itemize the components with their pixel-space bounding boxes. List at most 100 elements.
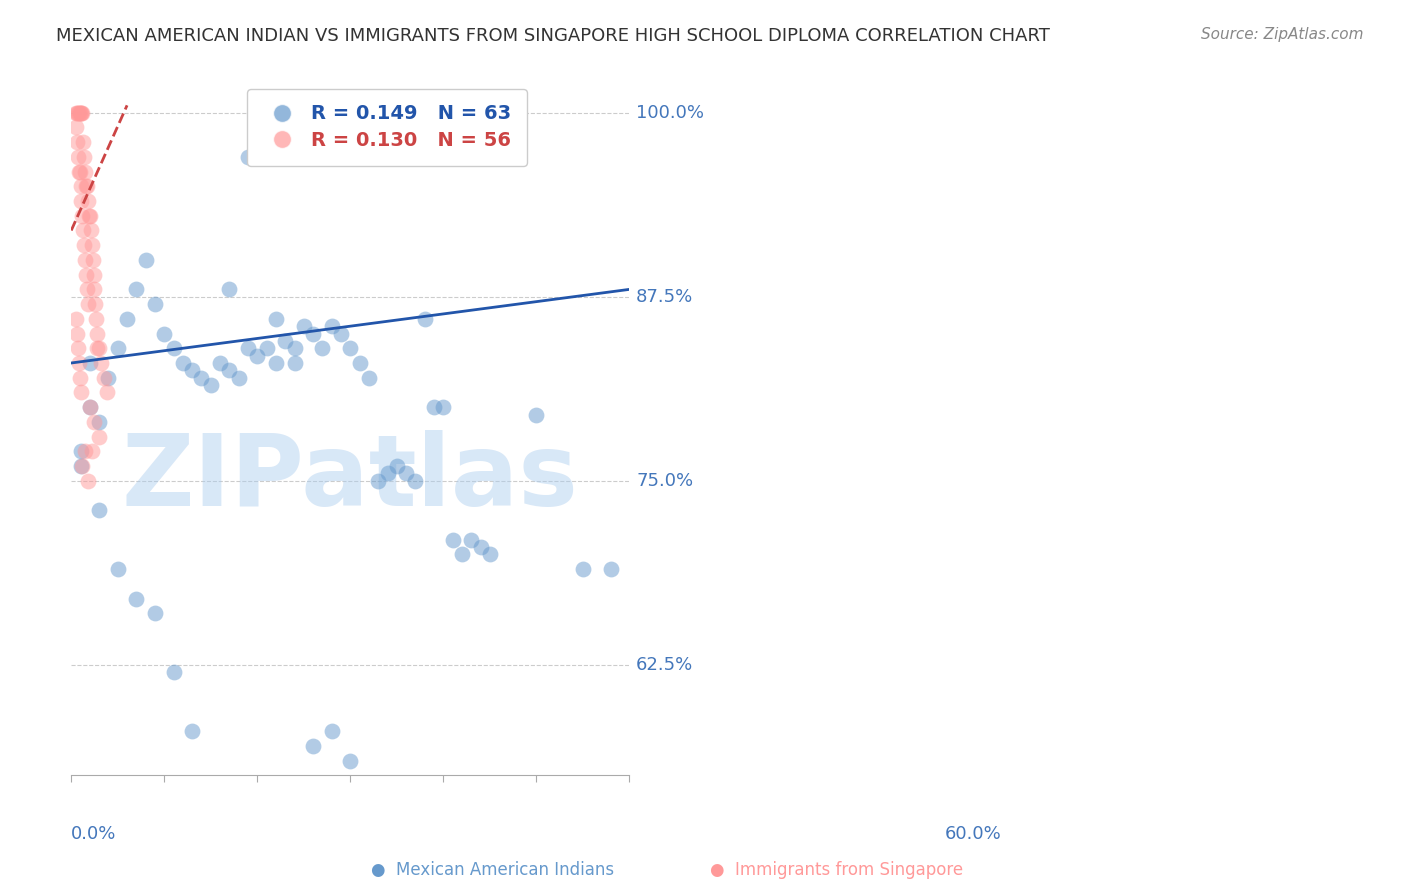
Point bbox=[125, 282, 148, 296]
Point bbox=[66, 150, 89, 164]
Point bbox=[75, 164, 97, 178]
Point bbox=[75, 268, 97, 282]
Point bbox=[190, 370, 212, 384]
Point bbox=[470, 540, 492, 554]
Point bbox=[83, 268, 105, 282]
Point bbox=[404, 474, 426, 488]
Text: 100.0%: 100.0% bbox=[636, 103, 704, 121]
Point bbox=[76, 282, 98, 296]
Legend: R = 0.149   N = 63, R = 0.130   N = 56: R = 0.149 N = 63, R = 0.130 N = 56 bbox=[246, 89, 526, 166]
Point bbox=[96, 385, 118, 400]
Point bbox=[349, 356, 371, 370]
Text: 75.0%: 75.0% bbox=[636, 472, 693, 490]
Point bbox=[367, 474, 389, 488]
Point bbox=[339, 754, 361, 768]
Point bbox=[90, 356, 112, 370]
Point bbox=[73, 150, 96, 164]
Point bbox=[66, 135, 89, 149]
Point bbox=[143, 607, 166, 621]
Point bbox=[115, 311, 138, 326]
Point bbox=[89, 341, 111, 355]
Point bbox=[86, 326, 108, 341]
Point bbox=[357, 370, 380, 384]
Point bbox=[75, 179, 97, 194]
Point bbox=[283, 341, 305, 355]
Point bbox=[69, 179, 91, 194]
Point bbox=[524, 408, 547, 422]
Point bbox=[236, 150, 259, 164]
Point bbox=[79, 400, 101, 414]
Point bbox=[460, 533, 482, 547]
Point bbox=[246, 349, 269, 363]
Point bbox=[172, 356, 194, 370]
Point bbox=[79, 400, 101, 414]
Point bbox=[283, 356, 305, 370]
Point bbox=[67, 105, 90, 120]
Point bbox=[339, 341, 361, 355]
Point bbox=[83, 415, 105, 429]
Point bbox=[228, 370, 250, 384]
Point bbox=[200, 378, 222, 392]
Point bbox=[377, 467, 399, 481]
Point bbox=[181, 724, 204, 739]
Point bbox=[82, 252, 104, 267]
Point bbox=[143, 297, 166, 311]
Point bbox=[80, 223, 103, 237]
Point bbox=[69, 164, 91, 178]
Point bbox=[311, 341, 333, 355]
Point bbox=[69, 385, 91, 400]
Point bbox=[572, 562, 595, 576]
Point bbox=[72, 105, 94, 120]
Point bbox=[385, 458, 408, 473]
Point bbox=[77, 474, 100, 488]
Point bbox=[93, 370, 115, 384]
Text: 62.5%: 62.5% bbox=[636, 656, 693, 673]
Point bbox=[67, 164, 90, 178]
Point bbox=[321, 724, 343, 739]
Point bbox=[79, 209, 101, 223]
Point bbox=[274, 334, 297, 348]
Point bbox=[264, 356, 287, 370]
Point bbox=[72, 458, 94, 473]
Point bbox=[218, 282, 240, 296]
Point bbox=[66, 341, 89, 355]
Point bbox=[423, 400, 446, 414]
Point bbox=[209, 356, 232, 370]
Point bbox=[72, 223, 94, 237]
Point bbox=[76, 179, 98, 194]
Text: ●  Immigrants from Singapore: ● Immigrants from Singapore bbox=[710, 861, 963, 879]
Point bbox=[302, 739, 325, 753]
Text: 0.0%: 0.0% bbox=[72, 825, 117, 843]
Point bbox=[432, 400, 454, 414]
Text: ●  Mexican American Indians: ● Mexican American Indians bbox=[371, 861, 613, 879]
Point bbox=[75, 444, 97, 458]
Point bbox=[66, 105, 89, 120]
Point bbox=[413, 311, 436, 326]
Point bbox=[236, 341, 259, 355]
Point bbox=[256, 341, 278, 355]
Point bbox=[89, 429, 111, 443]
Point bbox=[302, 326, 325, 341]
Point bbox=[70, 105, 93, 120]
Point bbox=[478, 548, 501, 562]
Point bbox=[86, 341, 108, 355]
Point bbox=[72, 135, 94, 149]
Point bbox=[395, 467, 418, 481]
Point bbox=[292, 319, 315, 334]
Point bbox=[65, 311, 87, 326]
Text: ZIPatlas: ZIPatlas bbox=[122, 430, 579, 527]
Point bbox=[77, 297, 100, 311]
Point bbox=[69, 444, 91, 458]
Point bbox=[84, 297, 107, 311]
Point bbox=[83, 282, 105, 296]
Point bbox=[65, 120, 87, 135]
Point bbox=[107, 562, 129, 576]
Point bbox=[89, 503, 111, 517]
Point bbox=[65, 105, 87, 120]
Point bbox=[153, 326, 176, 341]
Point bbox=[162, 341, 184, 355]
Point bbox=[69, 105, 91, 120]
Point bbox=[75, 252, 97, 267]
Point bbox=[451, 548, 474, 562]
Text: Source: ZipAtlas.com: Source: ZipAtlas.com bbox=[1201, 27, 1364, 42]
